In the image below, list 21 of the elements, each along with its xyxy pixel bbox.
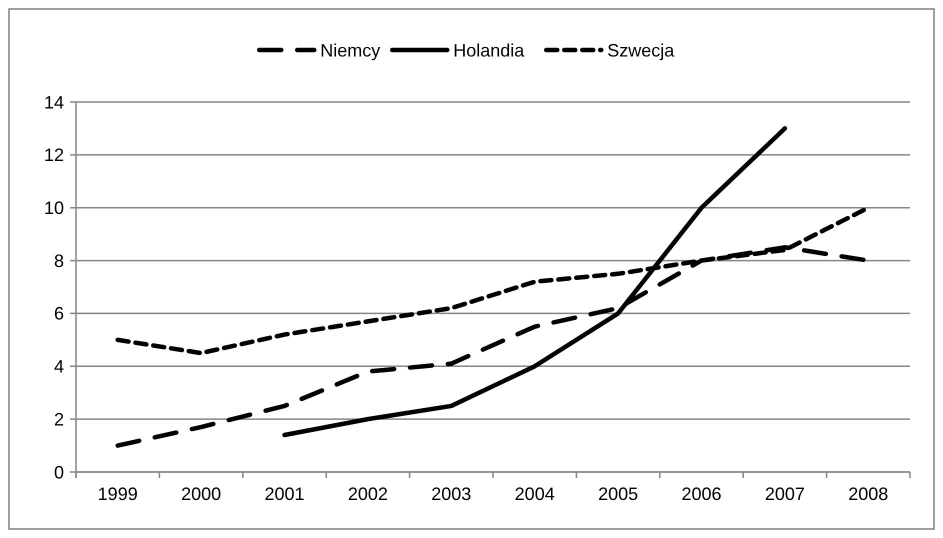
- x-tick-label: 2003: [431, 484, 472, 504]
- y-tick-label: 10: [44, 198, 64, 218]
- legend-label: Niemcy: [320, 40, 380, 60]
- y-tick-label: 0: [54, 462, 64, 482]
- x-tick-label: 2002: [348, 484, 388, 504]
- legend-label: Holandia: [453, 40, 526, 60]
- y-tick-label: 4: [54, 356, 64, 377]
- y-tick-label: 14: [44, 92, 64, 112]
- x-tick-label: 2008: [848, 484, 888, 504]
- x-tick-label: 2005: [598, 484, 638, 504]
- x-tick-label: 2000: [181, 484, 222, 504]
- x-tick-label: 2001: [264, 484, 305, 504]
- y-tick-label: 8: [54, 250, 64, 271]
- x-tick-label: 2006: [681, 484, 722, 504]
- x-tick-label: 1999: [98, 484, 138, 504]
- y-tick-label: 6: [54, 304, 64, 324]
- x-tick-label: 2007: [764, 484, 805, 504]
- legend-label: Szwecja: [607, 40, 676, 60]
- y-tick-label: 2: [54, 409, 64, 430]
- x-tick-label: 2004: [514, 484, 555, 504]
- y-tick-label: 12: [44, 145, 64, 166]
